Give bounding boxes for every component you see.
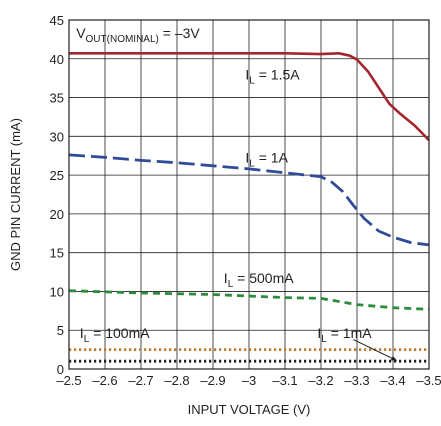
- plot-frame: [68, 19, 430, 370]
- series-line-2: [69, 289, 429, 311]
- y-tick-labels: 0 5 10 15 20 25 30 35 40 45: [50, 13, 64, 377]
- x-tick-labels: –2.5 –2.6 –2.7 –2.8 –2.9 –3 –3.1 –3.2 –3.3 –3.4 –3…: [56, 373, 441, 388]
- y-tick-label: 0: [57, 362, 64, 377]
- y-tick-label: 45: [50, 13, 64, 28]
- x-tick-label: –3.5: [416, 373, 441, 388]
- y-tick-label: 10: [50, 284, 64, 299]
- plot-border: [68, 19, 430, 370]
- x-tick-label: –2.8: [164, 373, 189, 388]
- annotation-1: IL = 1.5A: [245, 67, 300, 87]
- series-group: [69, 52, 429, 363]
- x-tick-label: –2.7: [128, 373, 153, 388]
- y-tick-label: 35: [50, 91, 64, 106]
- annotation-arrow: [353, 339, 398, 361]
- annotation-3: IL = 500mA: [224, 270, 294, 290]
- x-tick-label: –3.2: [308, 373, 333, 388]
- annotation-4: IL = 100mA: [80, 325, 150, 345]
- y-tick-label: 15: [50, 246, 64, 261]
- series-line-0: [69, 52, 429, 142]
- series-line-1: [69, 153, 429, 247]
- y-tick-label: 5: [57, 323, 64, 338]
- annotation-0: VOUT(NOMINAL) = –3V: [76, 25, 200, 45]
- y-tick-label: 20: [50, 207, 64, 222]
- annotation-5: IL = 1mA: [317, 325, 372, 345]
- y-tick-label: 40: [50, 52, 64, 67]
- annotations: VOUT(NOMINAL) = –3V IL = 1.5A IL = 1A IL = …: [76, 25, 398, 361]
- x-tick-label: –3.4: [380, 373, 405, 388]
- x-tick-label: –3.1: [272, 373, 297, 388]
- annotation-2: IL = 1A: [245, 150, 288, 170]
- x-tick-label: –2.6: [92, 373, 117, 388]
- x-axis-title: INPUT VOLTAGE (V): [188, 402, 311, 417]
- x-tick-label: –2.5: [56, 373, 81, 388]
- y-tick-label: 25: [50, 168, 64, 183]
- y-axis-title: GND PIN CURRENT (mA): [8, 118, 23, 271]
- x-tick-label: –3: [242, 373, 256, 388]
- y-tick-label: 30: [50, 129, 64, 144]
- x-tick-label: –2.9: [200, 373, 225, 388]
- x-tick-label: –3.3: [344, 373, 369, 388]
